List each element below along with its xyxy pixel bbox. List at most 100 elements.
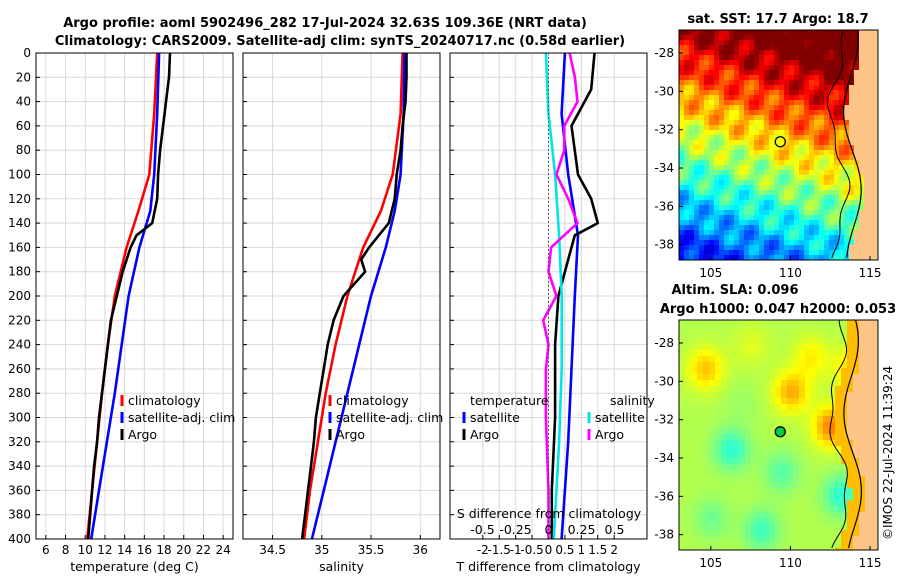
map-cell: [865, 524, 872, 531]
map-cell: [823, 320, 830, 327]
map-cell: [869, 200, 875, 206]
map-cell: [849, 245, 855, 251]
map-cell: [769, 416, 776, 423]
map-cell: [854, 235, 860, 241]
map-cell: [804, 45, 810, 51]
map-cell: [754, 180, 760, 186]
map-cell: [829, 235, 835, 241]
map-cell: [829, 524, 836, 531]
map-cell: [864, 190, 870, 196]
map-cell: [829, 40, 835, 46]
map-cell: [703, 518, 710, 525]
map-cell: [823, 500, 830, 507]
map-cell: [799, 220, 805, 226]
map-cell: [805, 374, 812, 381]
x-tick-label: 10: [78, 543, 93, 557]
map-cell: [704, 210, 710, 216]
map-cell: [689, 120, 695, 126]
map-cell: [739, 530, 746, 537]
map-cell: [859, 250, 865, 256]
map-cell: [804, 90, 810, 96]
map-cell: [804, 35, 810, 41]
map-cell: [733, 320, 740, 327]
y-tick-label: 200: [8, 289, 31, 303]
map-cell: [814, 45, 820, 51]
map-cell: [823, 458, 830, 465]
map-cell: [819, 140, 825, 146]
map-cell: [865, 404, 872, 411]
map-cell: [749, 250, 755, 256]
map-cell: [794, 160, 800, 166]
map-cell: [834, 50, 840, 56]
map-cell: [793, 476, 800, 483]
map-cell: [679, 45, 685, 51]
map-cell: [793, 350, 800, 357]
map-cell: [864, 250, 870, 256]
map-cell: [849, 165, 855, 171]
map-cell: [699, 90, 705, 96]
map-cell: [694, 75, 700, 81]
map-cell: [859, 392, 866, 399]
x-tick-label: 16: [137, 543, 152, 557]
map-cell: [734, 150, 740, 156]
map-cell: [811, 506, 818, 513]
map-cell: [823, 440, 830, 447]
map-cell: [775, 542, 782, 549]
map-cell: [729, 90, 735, 96]
map-cell: [744, 185, 750, 191]
map-cell: [781, 398, 788, 405]
top-tick-label: -0.25: [499, 522, 531, 537]
map-cell: [794, 110, 800, 116]
map-cell: [739, 165, 745, 171]
map-cell: [709, 404, 716, 411]
map-cell: [775, 374, 782, 381]
map-cell: [784, 75, 790, 81]
map-cell: [734, 35, 740, 41]
map-cell: [697, 338, 704, 345]
map-cell: [769, 250, 775, 256]
map-cell: [849, 210, 855, 216]
map-cell: [727, 512, 734, 519]
map-cell: [751, 548, 758, 550]
map-cell: [824, 170, 830, 176]
map-cell: [775, 392, 782, 399]
map-cell: [709, 506, 716, 513]
map-cell: [789, 90, 795, 96]
map-cell: [721, 530, 728, 537]
map-cell: [853, 422, 860, 429]
map-x-tick-label: 110: [779, 266, 802, 280]
map-cell: [865, 416, 872, 423]
map-cell: [764, 110, 770, 116]
map-cell: [721, 428, 728, 435]
map-cell: [817, 356, 824, 363]
y-tick-label: 100: [8, 168, 31, 182]
map-cell: [829, 362, 836, 369]
map-cell: [709, 135, 715, 141]
map-cell: [874, 120, 878, 126]
map-cell: [709, 205, 715, 211]
map-cell: [685, 452, 692, 459]
map-cell: [794, 90, 800, 96]
map-cell: [865, 518, 872, 525]
map-cell: [699, 245, 705, 251]
map-cell: [781, 434, 788, 441]
map-cell: [751, 440, 758, 447]
map-cell: [844, 75, 850, 81]
map-cell: [689, 95, 695, 101]
map-cell: [749, 235, 755, 241]
map-cell: [775, 470, 782, 477]
map-cell: [787, 500, 794, 507]
map-cell: [679, 404, 686, 411]
map-cell: [789, 250, 795, 256]
map-cell: [847, 404, 854, 411]
map-cell: [709, 60, 715, 66]
map-cell: [793, 356, 800, 363]
map-cell: [689, 145, 695, 151]
map-cell: [739, 386, 746, 393]
map-cell: [849, 190, 855, 196]
map-cell: [824, 200, 830, 206]
map-cell: [721, 548, 728, 550]
map-cell: [703, 440, 710, 447]
map-cell: [847, 386, 854, 393]
map-cell: [829, 175, 835, 181]
